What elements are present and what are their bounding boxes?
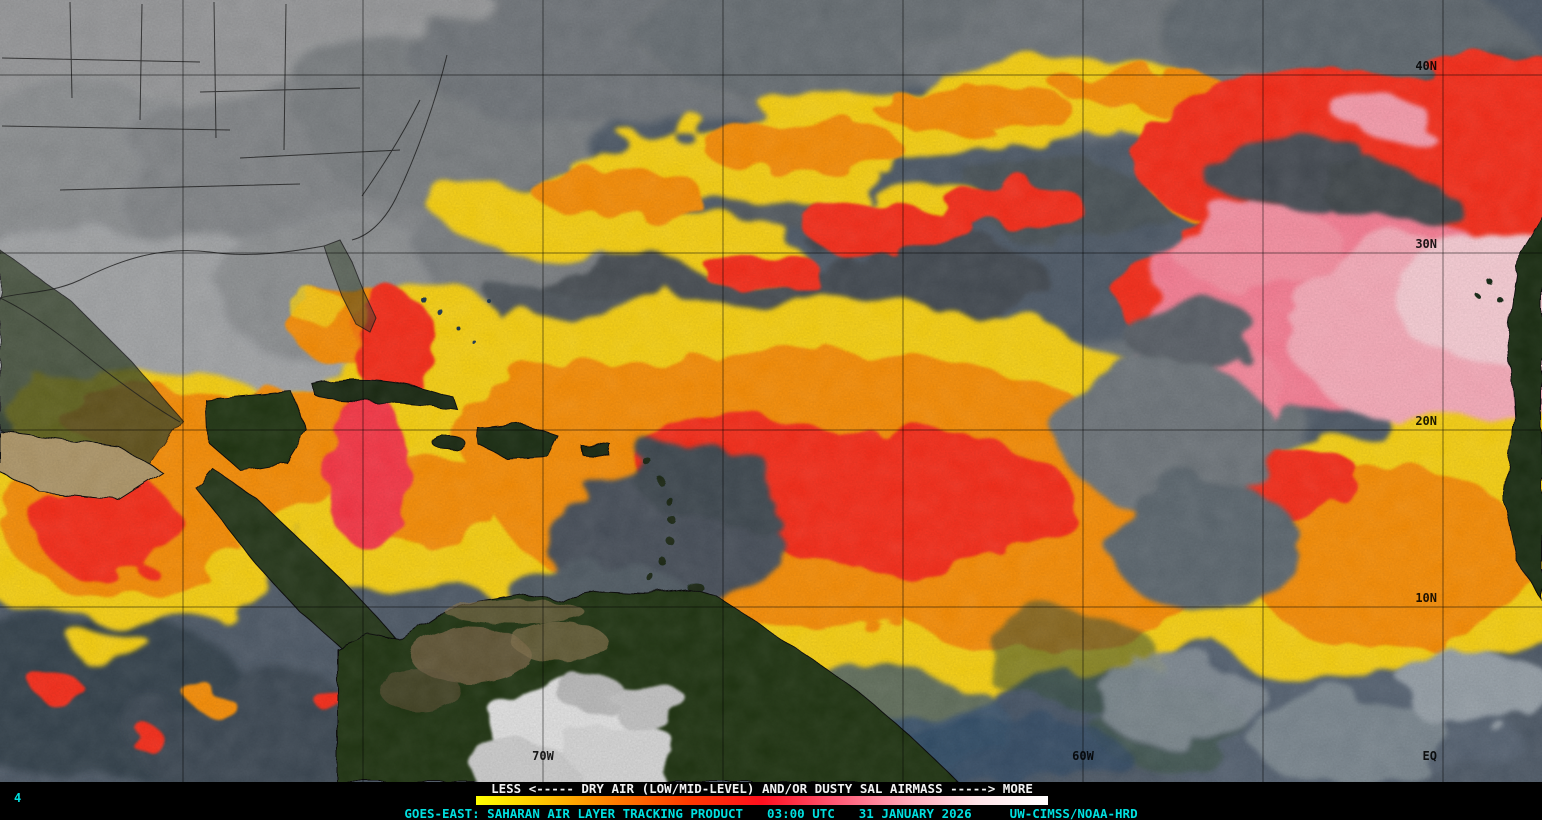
frame-number: 4 bbox=[14, 791, 22, 805]
mottle-texture bbox=[0, 0, 1542, 782]
lon-label-70w: 70W bbox=[532, 749, 554, 763]
lat-label-eq: EQ bbox=[1423, 749, 1437, 763]
legend-area: LESS <----- DRY AIR (LOW/MID-LEVEL) AND/… bbox=[0, 782, 1542, 820]
lat-label-30n: 30N bbox=[1415, 237, 1437, 251]
caption-bar: GOES-EAST: SAHARAN AIR LAYER TRACKING PR… bbox=[0, 807, 1542, 820]
caption-date: 31 JANUARY 2026 bbox=[858, 806, 972, 820]
caption-time: 03:00 UTC bbox=[767, 806, 835, 820]
lat-label-10n: 10N bbox=[1415, 591, 1437, 605]
caption-source: GOES-EAST: SAHARAN AIR LAYER TRACKING PR… bbox=[404, 806, 744, 820]
lat-label-20n: 20N bbox=[1415, 414, 1437, 428]
colorbar bbox=[476, 796, 1048, 805]
satellite-map: 40N 30N 20N 10N EQ 70W 60W bbox=[0, 0, 1542, 782]
colorbar-legend-text: LESS <----- DRY AIR (LOW/MID-LEVEL) AND/… bbox=[491, 781, 1033, 796]
lon-label-60w: 60W bbox=[1072, 749, 1094, 763]
lat-lon-grid bbox=[0, 0, 1542, 782]
caption-credit: UW-CIMSS/NOAA-HRD bbox=[1009, 806, 1138, 820]
lat-label-40n: 40N bbox=[1415, 59, 1437, 73]
